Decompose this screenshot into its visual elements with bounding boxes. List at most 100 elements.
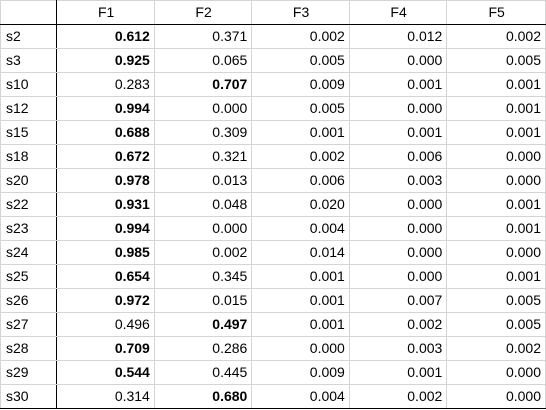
table-cell: 0.002 xyxy=(446,24,546,49)
table-cell: 0.286 xyxy=(153,336,253,361)
table-cell: 0.004 xyxy=(251,384,350,409)
table-cell: 0.688 xyxy=(56,120,155,145)
table-row: s20 0.978 0.013 0.006 0.003 0.000 xyxy=(0,168,546,193)
table-cell: 0.001 xyxy=(348,72,448,97)
table-cell: 0.001 xyxy=(446,120,546,145)
row-label: s28 xyxy=(0,336,58,361)
table-cell: 0.709 xyxy=(56,336,155,361)
table-cell: 0.000 xyxy=(348,48,448,73)
table-cell: 0.000 xyxy=(348,240,448,265)
row-label: s18 xyxy=(0,144,58,169)
table-cell: 0.002 xyxy=(446,336,546,361)
table-row: s23 0.994 0.000 0.004 0.000 0.001 xyxy=(0,216,546,241)
table-cell: 0.013 xyxy=(153,168,253,193)
table-cell: 0.009 xyxy=(251,72,350,97)
table-cell: 0.000 xyxy=(446,360,546,385)
table-cell: 0.005 xyxy=(446,288,546,313)
row-label: s15 xyxy=(0,120,58,145)
table-cell: 0.001 xyxy=(446,216,546,241)
row-label: s20 xyxy=(0,168,58,193)
column-header-f4: F4 xyxy=(348,0,448,25)
table-cell: 0.000 xyxy=(446,240,546,265)
table-cell: 0.015 xyxy=(153,288,253,313)
table-cell: 0.680 xyxy=(153,384,253,409)
table-cell: 0.000 xyxy=(446,384,546,409)
table-row: s22 0.931 0.048 0.020 0.000 0.001 xyxy=(0,192,546,217)
table-cell: 0.012 xyxy=(348,24,448,49)
table-cell: 0.445 xyxy=(153,360,253,385)
table-cell: 0.321 xyxy=(153,144,253,169)
row-label: s30 xyxy=(0,384,58,409)
row-label: s29 xyxy=(0,360,58,385)
table-cell: 0.002 xyxy=(153,240,253,265)
table-row: s28 0.709 0.286 0.000 0.003 0.002 xyxy=(0,336,546,361)
table-cell: 0.002 xyxy=(348,312,448,337)
table-cell: 0.001 xyxy=(348,360,448,385)
table-cell: 0.065 xyxy=(153,48,253,73)
table-cell: 0.020 xyxy=(251,192,350,217)
column-header-f5: F5 xyxy=(446,0,546,25)
table-cell: 0.672 xyxy=(56,144,155,169)
table-cell: 0.005 xyxy=(251,96,350,121)
table-cell: 0.001 xyxy=(348,120,448,145)
table-cell: 0.283 xyxy=(56,72,155,97)
column-header-f3: F3 xyxy=(251,0,350,25)
table-header-row: F1 F2 F3 F4 F5 xyxy=(0,0,546,25)
table-row: s30 0.314 0.680 0.004 0.002 0.000 xyxy=(0,384,546,409)
table-cell: 0.005 xyxy=(446,312,546,337)
table-row: s27 0.496 0.497 0.001 0.002 0.005 xyxy=(0,312,546,337)
table-cell: 0.002 xyxy=(251,144,350,169)
table-cell: 0.000 xyxy=(348,264,448,289)
table-row: s10 0.283 0.707 0.009 0.001 0.001 xyxy=(0,72,546,97)
table-row: s26 0.972 0.015 0.001 0.007 0.005 xyxy=(0,288,546,313)
row-label: s10 xyxy=(0,72,58,97)
table-cell: 0.009 xyxy=(251,360,350,385)
table-cell: 0.000 xyxy=(446,144,546,169)
table-cell: 0.048 xyxy=(153,192,253,217)
row-label: s22 xyxy=(0,192,58,217)
table-cell: 0.994 xyxy=(56,216,155,241)
table-cell: 0.654 xyxy=(56,264,155,289)
table-cell: 0.001 xyxy=(251,312,350,337)
table-cell: 0.002 xyxy=(348,384,448,409)
table-row: s25 0.654 0.345 0.001 0.000 0.001 xyxy=(0,264,546,289)
table-cell: 0.002 xyxy=(251,24,350,49)
table-cell: 0.985 xyxy=(56,240,155,265)
table-cell: 0.544 xyxy=(56,360,155,385)
table-cell: 0.001 xyxy=(251,288,350,313)
row-label: s27 xyxy=(0,312,58,337)
table-cell: 0.003 xyxy=(348,168,448,193)
table-row: s15 0.688 0.309 0.001 0.001 0.001 xyxy=(0,120,546,145)
table-cell: 0.345 xyxy=(153,264,253,289)
table-cell: 0.001 xyxy=(446,96,546,121)
table-cell: 0.978 xyxy=(56,168,155,193)
table-cell: 0.707 xyxy=(153,72,253,97)
table-cell: 0.001 xyxy=(446,72,546,97)
table-row: s12 0.994 0.000 0.005 0.000 0.001 xyxy=(0,96,546,121)
table-cell: 0.931 xyxy=(56,192,155,217)
table-row: s18 0.672 0.321 0.002 0.006 0.000 xyxy=(0,144,546,169)
table-cell: 0.006 xyxy=(348,144,448,169)
table-cell: 0.014 xyxy=(251,240,350,265)
table-cell: 0.371 xyxy=(153,24,253,49)
table-cell: 0.000 xyxy=(251,336,350,361)
row-label: s2 xyxy=(0,24,58,49)
table-cell: 0.612 xyxy=(56,24,155,49)
table-cell: 0.309 xyxy=(153,120,253,145)
table-cell: 0.000 xyxy=(348,192,448,217)
table-cell: 0.001 xyxy=(251,120,350,145)
row-label: s3 xyxy=(0,48,58,73)
table-cell: 0.000 xyxy=(348,216,448,241)
table-cell: 0.000 xyxy=(446,168,546,193)
table-cell: 0.007 xyxy=(348,288,448,313)
table-cell: 0.000 xyxy=(153,216,253,241)
table-cell: 0.005 xyxy=(251,48,350,73)
table-cell: 0.496 xyxy=(56,312,155,337)
table-row: s29 0.544 0.445 0.009 0.001 0.000 xyxy=(0,360,546,385)
row-label: s12 xyxy=(0,96,58,121)
table-row: s2 0.612 0.371 0.002 0.012 0.002 xyxy=(0,24,546,49)
table-body: s2 0.612 0.371 0.002 0.012 0.002 s3 0.925 0.065 0… xyxy=(0,24,546,409)
table-cell: 0.000 xyxy=(153,96,253,121)
table-cell: 0.006 xyxy=(251,168,350,193)
